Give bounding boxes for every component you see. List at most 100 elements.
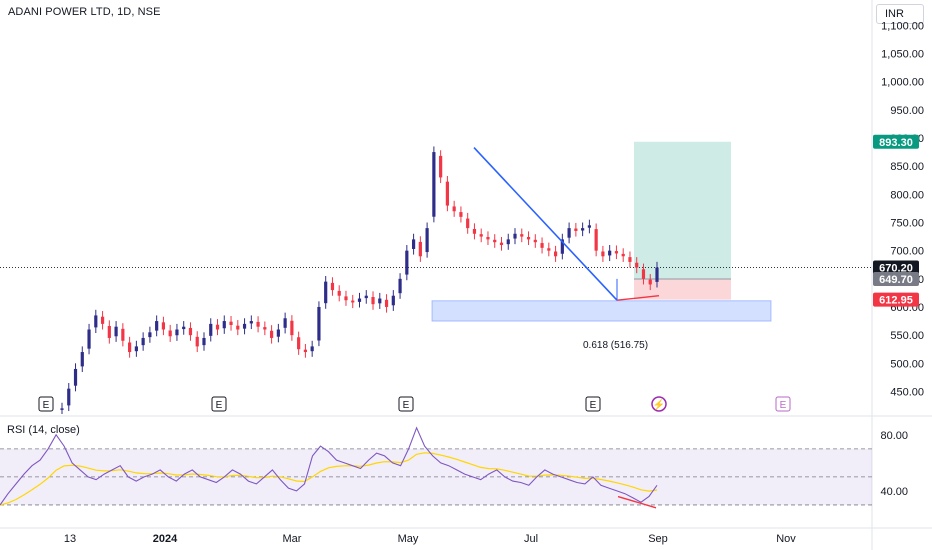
candle	[209, 323, 213, 336]
fib-zone	[431, 300, 772, 322]
price-label	[873, 260, 919, 275]
candle	[94, 315, 98, 328]
candle	[303, 349, 308, 353]
candle	[533, 239, 537, 243]
candle	[581, 228, 585, 231]
price-label	[873, 134, 919, 149]
time-tick-label: Sep	[648, 533, 668, 545]
price-tick-label: 850.00	[890, 161, 924, 173]
candles	[60, 146, 659, 414]
candle	[168, 330, 172, 337]
candle	[215, 324, 220, 330]
candle	[283, 318, 287, 328]
candle	[641, 269, 646, 279]
price-label-text: 649.70	[879, 274, 913, 286]
rsi-tick-label: 80.00	[880, 430, 908, 442]
price-tick-label: 800.00	[890, 189, 924, 201]
candle	[364, 295, 368, 299]
price-tick-label: 950.00	[890, 105, 924, 117]
time-tick-label: May	[398, 533, 419, 545]
candle	[114, 326, 118, 337]
price-label	[873, 292, 919, 307]
earnings-marker-label: E	[216, 400, 223, 411]
candle	[526, 236, 531, 240]
rsi-band	[0, 448, 872, 505]
divergence-line-price	[616, 295, 660, 301]
candle	[499, 242, 504, 246]
candle	[290, 320, 294, 336]
time-tick-label: Jul	[524, 533, 538, 545]
candle	[445, 181, 449, 206]
candle	[87, 329, 91, 349]
candle	[73, 368, 78, 386]
candle	[121, 328, 125, 341]
candle	[560, 239, 564, 254]
price-tick-label: 1,050.00	[881, 49, 924, 61]
candle	[621, 253, 625, 257]
candle	[506, 239, 510, 245]
earnings-marker	[585, 396, 601, 412]
price-tick-label: 500.00	[890, 358, 924, 370]
candle	[317, 306, 321, 341]
chart-title: ADANI POWER LTD, 1D, NSE	[8, 6, 161, 18]
price-label-text: 893.30	[879, 137, 913, 149]
candle	[249, 321, 253, 324]
lightning-icon: ⚡	[653, 398, 665, 411]
price-tick-label: 550.00	[890, 330, 924, 342]
earnings-marker-label: E	[43, 400, 50, 411]
candle	[587, 225, 591, 228]
candle	[520, 234, 524, 237]
candle	[432, 152, 436, 217]
candle	[263, 327, 267, 330]
candle	[344, 296, 348, 301]
candle	[276, 329, 280, 337]
candle	[459, 212, 463, 217]
time-tick-label: 13	[64, 533, 76, 545]
stop-zone	[634, 278, 731, 300]
candle	[493, 239, 497, 243]
candle	[594, 229, 598, 251]
trend-line	[473, 147, 618, 301]
candle	[452, 206, 456, 212]
rsi-line	[0, 426, 658, 506]
earnings-marker	[38, 396, 54, 412]
candle	[472, 228, 477, 234]
candle	[80, 352, 84, 367]
candle	[628, 257, 632, 262]
candle	[310, 346, 314, 352]
candle	[635, 262, 639, 268]
candle	[391, 295, 395, 306]
price-label-text: 612.95	[879, 295, 913, 307]
candle	[547, 248, 551, 251]
candle	[486, 236, 490, 240]
earnings-marker	[398, 396, 414, 412]
currency-selector[interactable]: INR	[876, 4, 924, 24]
candle	[418, 241, 422, 257]
candle	[540, 243, 544, 248]
candle	[141, 337, 145, 346]
candle	[466, 218, 470, 229]
candle	[614, 251, 619, 254]
candle	[202, 337, 206, 346]
candle	[148, 332, 152, 338]
candle	[411, 239, 416, 249]
earnings-marker-label: E	[590, 400, 597, 411]
candle	[330, 282, 335, 291]
price-label	[873, 271, 919, 286]
candle	[155, 321, 159, 331]
candle	[175, 329, 179, 336]
candle	[405, 250, 409, 275]
candle	[553, 251, 558, 257]
candle	[222, 321, 226, 329]
target-zone	[634, 141, 731, 279]
price-tick-label: 900.00	[890, 133, 924, 145]
candle	[378, 298, 382, 304]
candle	[134, 346, 138, 352]
candle	[128, 342, 132, 353]
candle	[107, 325, 111, 338]
candle	[567, 228, 571, 238]
candle	[242, 323, 247, 329]
rsi-tick-label: 40.00	[880, 486, 908, 498]
price-tick-label: 750.00	[890, 217, 924, 229]
candle	[270, 330, 274, 338]
